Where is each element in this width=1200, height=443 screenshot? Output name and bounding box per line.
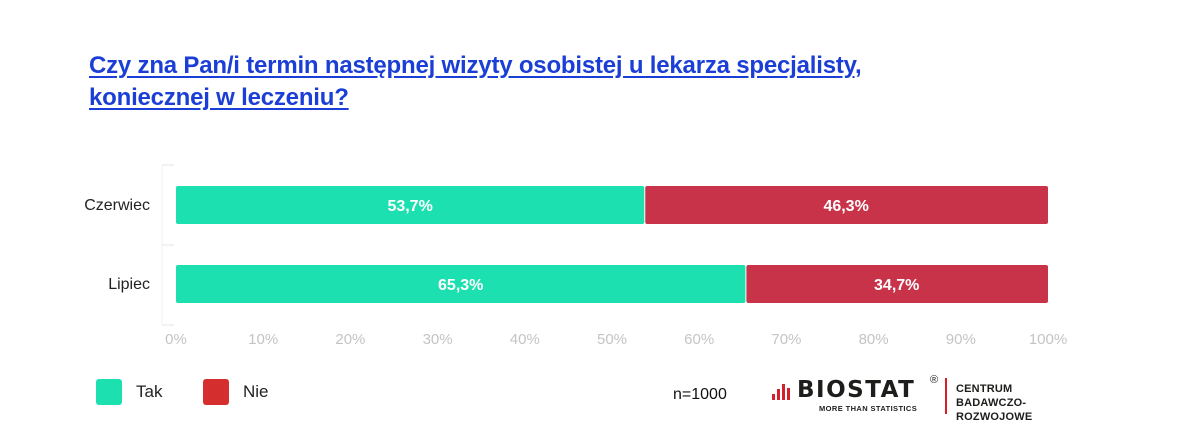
category-label-czerwiec: Czerwiec [84,197,150,214]
x-tick-label-20: 20% [335,331,365,348]
x-tick-label-80: 80% [859,331,889,348]
legend-swatch-nie [203,379,229,405]
x-tick-label-40: 40% [510,331,540,348]
logo-department-line-1: CENTRUM [956,383,1013,395]
x-tick-label-10: 10% [248,331,278,348]
legend-item-nie: Nie [203,379,269,405]
x-tick-label-70: 70% [771,331,801,348]
biostat-bars-icon [772,384,790,400]
legend-item-tak: Tak [96,379,162,405]
logo-separator [945,378,947,414]
x-tick-label-0: 0% [165,331,187,348]
logo-wordmark: BIOSTAT [797,377,916,403]
bar-tak-czerwiec [176,186,645,224]
x-tick-label-60: 60% [684,331,714,348]
category-label-lipiec: Lipiec [108,276,150,293]
x-tick-label-50: 50% [597,331,627,348]
logo-tagline: MORE THAN STATISTICS [819,404,918,413]
sample-size: n=1000 [673,386,727,403]
logo-registered-mark: ® [930,374,939,386]
bar-tak-lipiec [176,265,746,303]
chart-title: Czy zna Pan/i termin następnej wizyty os… [89,50,989,114]
data-label-nie-lipiec: 34,7% [874,277,919,294]
data-label-tak-lipiec: 65,3% [438,277,483,294]
x-tick-label-30: 30% [423,331,453,348]
bar-nie-lipiec [746,265,1048,303]
legend-label-nie: Nie [243,382,269,401]
legend-label-tak: Tak [136,382,163,401]
logo-department-line-2: BADAWCZO-ROZWOJOWE [956,397,1033,423]
chart-title-line-2: koniecznej w leczeniu? [89,84,349,111]
logo-department: CENTRUM BADAWCZO-ROZWOJOWE [956,382,1032,424]
data-label-tak-czerwiec: 53,7% [387,198,432,215]
x-tick-label-100: 100% [1029,331,1067,348]
data-label-nie-czerwiec: 46,3% [823,198,868,215]
chart-title-line-1: Czy zna Pan/i termin następnej wizyty os… [89,52,862,79]
bar-nie-czerwiec [645,186,1048,224]
x-tick-label-90: 90% [946,331,976,348]
legend-swatch-tak [96,379,122,405]
